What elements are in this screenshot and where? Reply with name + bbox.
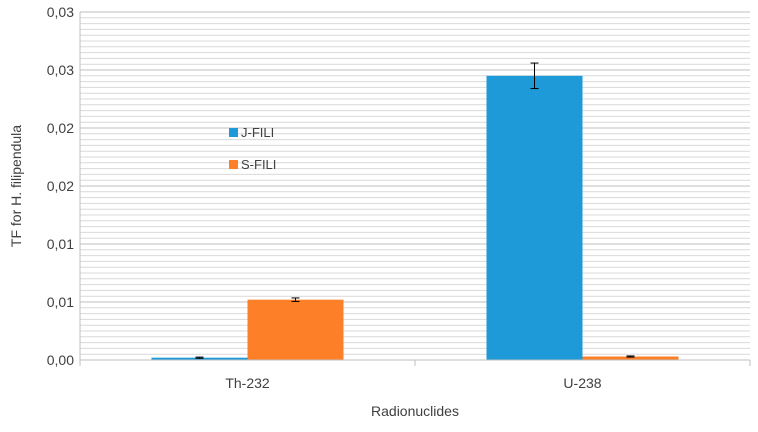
y-tick-label: 0,01	[47, 236, 74, 252]
y-tick-label: 0,01	[47, 294, 74, 310]
gridlines	[80, 11, 750, 355]
error-bar	[530, 62, 539, 90]
legend-label-j-fili: J-FILI	[241, 125, 274, 140]
x-tick-label: U-238	[563, 375, 601, 391]
bar-s-fili-u-238	[582, 356, 679, 360]
y-tick-label: 0,02	[47, 120, 74, 136]
y-tick-label: 0,03	[47, 4, 74, 20]
y-tick-label: 0,00	[47, 352, 74, 368]
legend-swatch-j-fili	[229, 128, 238, 137]
axes	[79, 12, 751, 366]
bar-s-fili-th-232	[247, 299, 344, 360]
x-tick-label: Th-232	[225, 375, 270, 391]
bar-j-fili-u-238	[486, 75, 583, 361]
error-bars	[195, 62, 635, 359]
y-axis-label: TF for H. filipendula	[8, 125, 24, 247]
error-bar	[291, 297, 300, 302]
y-tick-label: 0,02	[47, 178, 74, 194]
y-tick-label: 0,03	[47, 62, 74, 78]
legend-label-s-fili: S-FILI	[241, 157, 276, 172]
error-bar	[626, 355, 635, 358]
legend-swatch-s-fili	[229, 160, 238, 169]
tick-labels: 0,00 0,01 0,01 0,02 0,02 0,03 0,03 Th-232 U-238	[47, 4, 602, 391]
x-axis-label: Radionuclides	[371, 403, 459, 419]
error-bar	[195, 356, 204, 359]
bar-j-fili-th-232	[151, 357, 248, 360]
legend: J-FILI S-FILI	[229, 125, 276, 172]
bars	[151, 75, 679, 361]
